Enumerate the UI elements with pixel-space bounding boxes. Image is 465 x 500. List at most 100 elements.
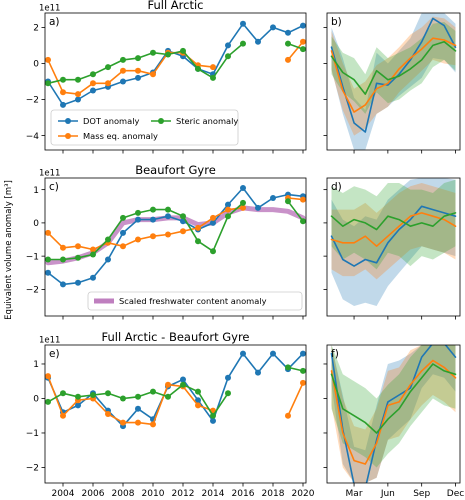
steric-line	[330, 212, 457, 231]
axes-frame	[326, 344, 461, 484]
dot-point	[210, 417, 216, 424]
x-tick-label: 2010	[142, 489, 165, 499]
steric-point	[180, 47, 186, 54]
x-tick-label: 2012	[172, 489, 195, 499]
mass-point	[45, 56, 51, 63]
y-tick-label: −2	[26, 464, 39, 474]
mass-point	[45, 373, 51, 380]
steric-point	[210, 74, 216, 81]
steric-point	[225, 53, 231, 60]
panel-b: b)	[323, 12, 461, 154]
dot-point	[135, 405, 141, 412]
steric-point	[135, 393, 141, 400]
legend-box	[87, 291, 303, 311]
dot-point	[225, 374, 231, 381]
panel-e: 2004 2006 2008 2010 2012 2014 2016 2018 2020 −2 −1…	[26, 330, 315, 499]
steric-point	[150, 388, 156, 395]
x-tick-label: 2014	[202, 489, 225, 499]
legend-label-freshwater: Scaled freshwater content anomaly	[119, 296, 267, 306]
dot-point	[240, 185, 246, 191]
steric-point	[180, 381, 186, 388]
y-exponent-label: 1e11	[39, 4, 60, 14]
steric-point	[45, 398, 51, 405]
mass-point	[165, 381, 171, 388]
dot-point	[255, 369, 261, 376]
dot-point	[270, 24, 276, 31]
axes-frame	[326, 177, 461, 317]
dot-line	[330, 205, 457, 267]
mass-point	[180, 228, 186, 235]
plot-area	[330, 178, 457, 306]
x-tick-label: Mar	[346, 489, 363, 499]
steric-point	[135, 209, 141, 216]
legend-label-dot: DOT anomaly	[83, 116, 140, 126]
mass-point	[285, 412, 291, 419]
axes-frame	[44, 344, 307, 484]
plot-area	[45, 350, 306, 430]
steric-point	[165, 51, 171, 58]
steric-point	[195, 238, 201, 245]
steric-point	[150, 206, 156, 213]
y-tick-label: 0	[33, 395, 39, 405]
x-tick-label: 2016	[232, 489, 255, 499]
plot-area	[330, 13, 457, 150]
y-tick-label: −4	[26, 132, 40, 142]
legend-box	[50, 109, 239, 146]
x-tick-label: Dec	[447, 489, 464, 499]
steric-point	[90, 71, 96, 78]
panel-d: d)	[323, 177, 461, 320]
steric-point	[60, 390, 66, 397]
steric-point	[300, 367, 306, 374]
y-axis-label: Equivalent volume anomaly [m³]	[4, 180, 14, 320]
mass-point	[225, 206, 231, 213]
steric-line	[330, 363, 457, 434]
panel-label: b)	[331, 16, 342, 28]
plot-area	[45, 20, 306, 108]
mass-point	[135, 236, 141, 243]
steric-point	[210, 248, 216, 255]
panel-title: Full Arctic	[147, 0, 203, 12]
mass-point	[120, 67, 126, 74]
steric-uncertainty-band	[331, 345, 456, 468]
mass-point	[150, 233, 156, 240]
axes-frame	[44, 12, 307, 151]
panel-title: Beaufort Gyre	[135, 163, 216, 177]
steric-point	[105, 390, 111, 397]
x-tick-label: Jun	[380, 489, 395, 499]
x-tick-label: 2004	[52, 489, 75, 499]
steric-point	[45, 256, 51, 263]
legend: Scaled freshwater content anomaly	[87, 291, 303, 311]
mass-line	[47, 207, 244, 251]
dot-point	[180, 376, 186, 383]
mass-point	[165, 231, 171, 238]
steric-line	[330, 40, 457, 95]
mass-point	[210, 64, 216, 71]
mass-point	[90, 246, 96, 253]
steric-point	[75, 393, 81, 400]
plot-area	[45, 185, 306, 288]
mass-point	[120, 243, 126, 250]
dot-point	[90, 87, 96, 94]
dot-point	[105, 256, 111, 263]
dot-point	[240, 20, 246, 27]
mass-line	[47, 375, 214, 426]
mass-point	[75, 243, 81, 250]
legend-label-mass: Mass eq. anomaly	[83, 131, 158, 141]
mass-point	[300, 379, 306, 386]
dot-point	[210, 219, 216, 226]
panel-title: Full Arctic - Beaufort Gyre	[101, 330, 249, 344]
dot-point	[225, 42, 231, 49]
dot-line	[330, 345, 457, 483]
steric-point	[285, 198, 291, 205]
steric-point	[75, 254, 81, 261]
y-tick-label: 0	[33, 60, 39, 70]
steric-point	[300, 46, 306, 53]
x-tick-label: 2008	[112, 489, 135, 499]
steric-point	[285, 364, 291, 371]
x-tick-label: 2006	[82, 489, 105, 499]
x-tick-label: 2020	[292, 489, 315, 499]
steric-uncertainty-band	[331, 179, 456, 270]
